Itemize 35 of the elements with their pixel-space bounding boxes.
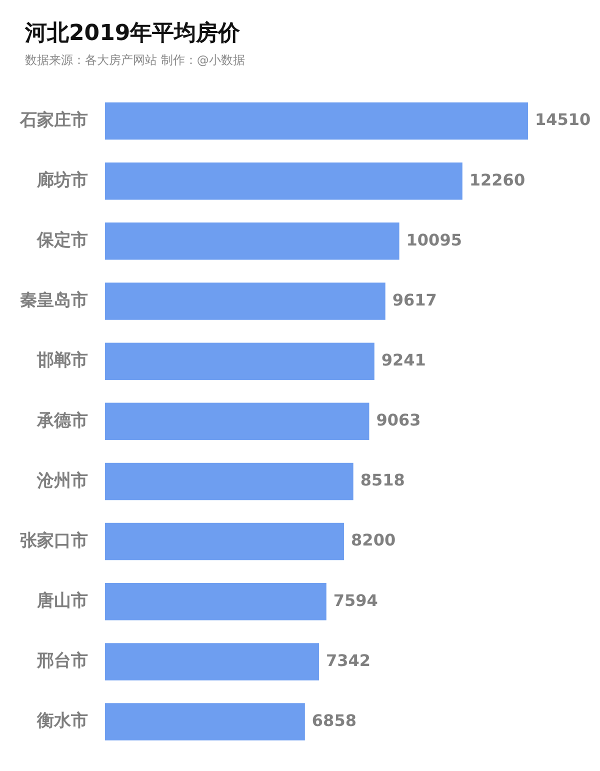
bar bbox=[105, 582, 326, 620]
data-label: 7342 bbox=[326, 650, 371, 670]
bar bbox=[105, 522, 344, 560]
bar bbox=[105, 462, 354, 500]
chart-subtitle: 数据来源：各大房产网站 制作：@小数据 bbox=[25, 52, 245, 69]
data-label: 14510 bbox=[535, 110, 591, 130]
data-label: 9617 bbox=[392, 290, 437, 310]
y-tick-label: 邢台市 bbox=[36, 651, 88, 672]
bar bbox=[105, 342, 374, 380]
chart-title: 河北2019年平均房价 bbox=[25, 20, 240, 48]
data-label: 6858 bbox=[312, 710, 356, 730]
y-tick-label: 张家口市 bbox=[20, 530, 88, 551]
data-label: 10095 bbox=[406, 230, 462, 250]
data-label: 9063 bbox=[376, 410, 421, 430]
data-label: 7594 bbox=[333, 590, 378, 610]
bar bbox=[105, 162, 462, 200]
y-tick-label: 石家庄市 bbox=[19, 110, 88, 130]
bar bbox=[105, 703, 305, 740]
bar bbox=[105, 102, 528, 140]
data-label: 9241 bbox=[381, 350, 426, 370]
bar bbox=[105, 282, 386, 320]
y-tick-label: 保定市 bbox=[36, 230, 88, 251]
bar bbox=[105, 402, 370, 440]
y-tick-label: 沧州市 bbox=[36, 470, 88, 491]
y-tick-label: 廊坊市 bbox=[36, 170, 88, 191]
y-tick-label: 承德市 bbox=[36, 410, 88, 431]
bar bbox=[105, 643, 320, 680]
y-tick-label: 衡水市 bbox=[36, 711, 88, 732]
data-label: 12260 bbox=[469, 170, 526, 190]
bar bbox=[105, 222, 400, 260]
y-tick-label: 唐山市 bbox=[36, 591, 88, 612]
data-label: 8200 bbox=[351, 530, 396, 550]
y-tick-label: 秦皇岛市 bbox=[20, 290, 88, 311]
y-tick-label: 邯郸市 bbox=[36, 350, 88, 371]
data-label: 8518 bbox=[360, 470, 405, 490]
